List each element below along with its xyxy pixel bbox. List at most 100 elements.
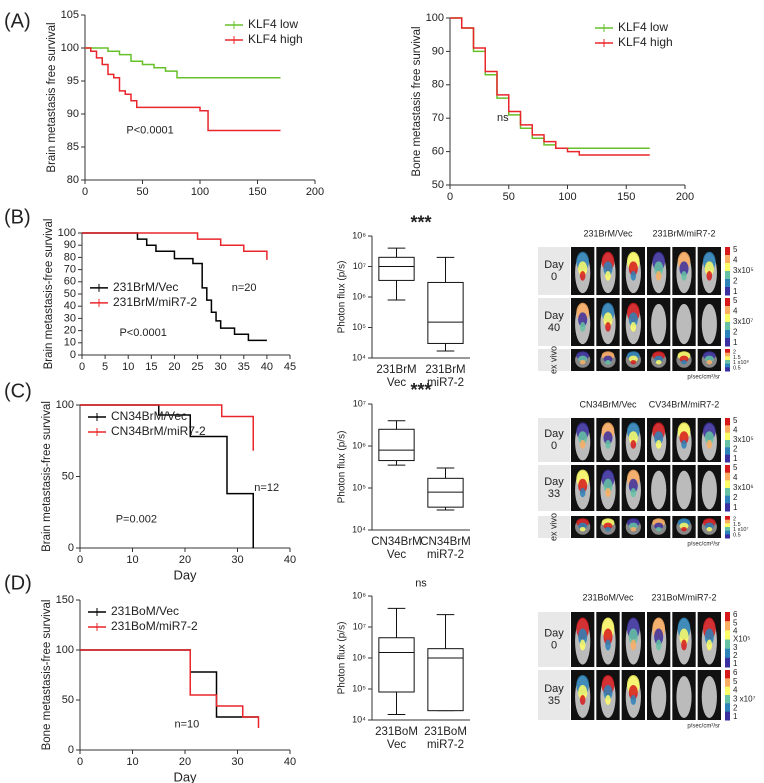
y-tick-label: 10⁷ bbox=[353, 621, 366, 631]
signal bbox=[603, 478, 613, 493]
annotation: n=12 bbox=[254, 482, 279, 494]
colorbar-label: 3x10⁶ bbox=[733, 483, 754, 492]
y-tick-label: 10⁵ bbox=[352, 322, 366, 332]
x-tick-label: 231BrM bbox=[425, 364, 465, 376]
y-tick-label: 80 bbox=[432, 79, 444, 91]
x-tick-label: 20 bbox=[168, 361, 180, 373]
y-tick-label: 60 bbox=[64, 276, 76, 288]
colorbar-label: 4 bbox=[733, 307, 738, 316]
signal bbox=[578, 312, 588, 327]
colorbar bbox=[725, 523, 730, 528]
y-tick-label: 70 bbox=[64, 264, 76, 276]
x-tick-label: 40 bbox=[284, 756, 296, 768]
annotation: ns bbox=[497, 112, 509, 124]
signal bbox=[706, 440, 713, 449]
colorbar bbox=[725, 488, 730, 497]
row-label: Day bbox=[544, 428, 564, 440]
box bbox=[427, 281, 464, 344]
y-axis-label: Brain metastasis-free survival bbox=[43, 219, 55, 370]
label-cell bbox=[538, 465, 570, 511]
x-tick-label: 150 bbox=[617, 191, 635, 203]
colorbar bbox=[725, 678, 730, 688]
y-axis-label: Brain metastasis free survival bbox=[46, 22, 58, 172]
row-label: Day bbox=[544, 476, 564, 488]
colorbar-label: 3x10⁵ bbox=[733, 266, 754, 275]
colorbar-label: 1 bbox=[733, 503, 738, 512]
x-tick-label: 20 bbox=[179, 554, 191, 566]
colorbar-label: 1 bbox=[733, 454, 738, 463]
x-tick-label: 231BrM bbox=[376, 364, 416, 376]
colorbar-label: 1 bbox=[733, 659, 738, 668]
signal bbox=[654, 431, 664, 445]
x-tick-label: miR7-2 bbox=[427, 549, 464, 561]
y-axis-label: Brain metastasis-free survival bbox=[41, 401, 53, 552]
signal bbox=[579, 488, 586, 498]
signal bbox=[605, 322, 611, 332]
colorbar bbox=[725, 363, 730, 368]
colorbar bbox=[725, 495, 730, 504]
colorbar bbox=[725, 349, 730, 354]
y-tick-label: 10 bbox=[64, 337, 76, 349]
colorbar bbox=[725, 465, 730, 474]
colorbar-label: 5 bbox=[733, 677, 738, 686]
signal bbox=[655, 360, 662, 365]
signal bbox=[578, 628, 588, 645]
colorbar-label: 0.5 bbox=[733, 532, 741, 538]
colorbar-label: 1 bbox=[733, 287, 738, 296]
legend-label: 231BrM/miR7-2 bbox=[113, 295, 197, 309]
colorbar-label: 2 bbox=[733, 651, 738, 660]
y-tick-label: 10⁵ bbox=[352, 482, 366, 492]
survival-curve bbox=[80, 404, 254, 451]
signal bbox=[706, 639, 713, 651]
signal bbox=[630, 639, 637, 651]
box bbox=[378, 428, 415, 462]
x-tick-label: 40 bbox=[261, 361, 273, 373]
signal bbox=[578, 355, 588, 363]
colorbar-label: 6 bbox=[733, 610, 738, 619]
colorbar-label: 2 bbox=[733, 349, 736, 355]
signal bbox=[681, 527, 687, 532]
unit-label: p/sec/cm²/sr bbox=[687, 542, 720, 548]
signal bbox=[579, 639, 586, 651]
colorbar bbox=[725, 271, 730, 280]
y-tick-label: 10⁷ bbox=[353, 398, 366, 408]
x-tick-label: 231BoM bbox=[375, 726, 418, 738]
x-tick-label: 0 bbox=[77, 554, 83, 566]
colorbar-label: 4 bbox=[733, 686, 738, 695]
signal bbox=[578, 431, 588, 445]
colorbar bbox=[725, 695, 730, 704]
x-tick-label: 10 bbox=[122, 361, 134, 373]
colorbar-label: 3x10⁷ bbox=[733, 317, 753, 326]
y-axis-label: Bone metastasis free survival bbox=[411, 26, 423, 176]
image-header: CV34BrM/miR7-2 bbox=[649, 399, 720, 409]
colorbar-label: 2 bbox=[733, 328, 738, 337]
signal bbox=[630, 271, 637, 281]
colorbar-label: 2 bbox=[733, 516, 736, 522]
x-tick-label: 100 bbox=[558, 191, 576, 203]
colorbar-label: 1 bbox=[733, 338, 738, 347]
signal bbox=[603, 685, 613, 700]
y-tick-label: 20 bbox=[64, 325, 76, 337]
y-tick-label: 0 bbox=[68, 744, 74, 756]
row-label: ex vivo bbox=[548, 513, 558, 541]
signal bbox=[679, 261, 689, 276]
colorbar-label: 5 bbox=[733, 618, 738, 627]
x-tick-label: 0 bbox=[77, 756, 83, 768]
y-tick-label: 105 bbox=[61, 9, 79, 21]
colorbar bbox=[725, 503, 730, 512]
x-tick-label: 0 bbox=[82, 186, 88, 198]
survival-curve bbox=[80, 404, 254, 548]
survival-curve bbox=[85, 47, 281, 79]
survival-curve bbox=[450, 17, 650, 156]
label-cell bbox=[538, 670, 570, 720]
colorbar bbox=[725, 367, 730, 372]
image-header: 231BrM/miR7-2 bbox=[652, 228, 715, 238]
survival-curve bbox=[85, 47, 281, 132]
colorbar bbox=[725, 440, 730, 448]
y-tick-label: 80 bbox=[67, 174, 79, 186]
colorbar bbox=[725, 612, 730, 622]
survival-curve bbox=[80, 649, 259, 718]
mouse-body bbox=[651, 303, 667, 345]
annotation: n=20 bbox=[232, 282, 257, 294]
colorbar bbox=[725, 630, 730, 640]
